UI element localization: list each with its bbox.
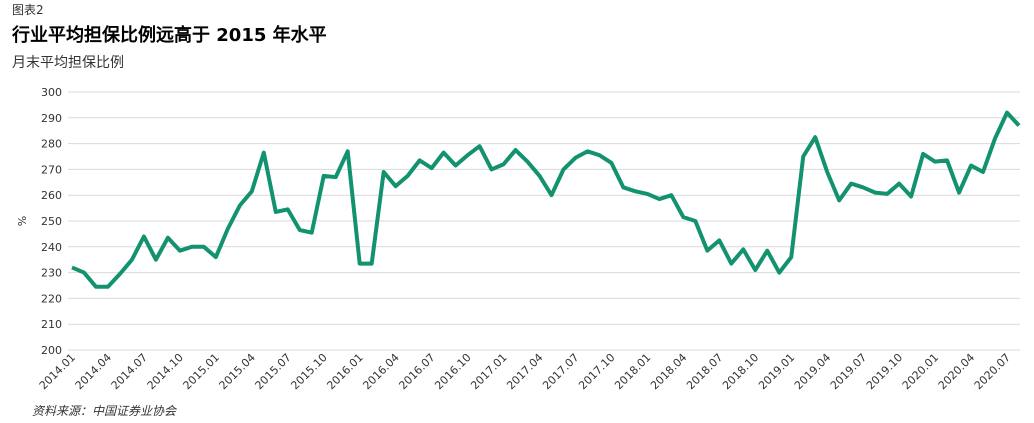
x-tick-label: 2018.07 bbox=[684, 351, 725, 392]
x-tick-label: 2014.04 bbox=[73, 351, 114, 392]
x-tick-label: 2017.04 bbox=[504, 351, 545, 392]
y-tick-label: 220 bbox=[41, 292, 62, 305]
y-tick-label: 240 bbox=[41, 241, 62, 254]
x-tick-label: 2014.07 bbox=[109, 351, 150, 392]
y-tick-label: 230 bbox=[41, 267, 62, 280]
x-tick-label: 2019.01 bbox=[756, 351, 797, 392]
x-tick-label: 2015.01 bbox=[181, 351, 222, 392]
x-tick-label: 2020.07 bbox=[972, 351, 1013, 392]
line bbox=[71, 110, 1021, 289]
chart-subtitle: 月末平均担保比例 bbox=[12, 55, 124, 71]
x-tick-label: 2019.04 bbox=[792, 351, 833, 392]
x-tick-label: 2015.04 bbox=[217, 351, 258, 392]
x-tick-label: 2017.10 bbox=[576, 351, 617, 392]
y-tick-label: 280 bbox=[41, 138, 62, 151]
x-tick-label: 2016.10 bbox=[432, 351, 473, 392]
y-tick-label: 260 bbox=[41, 189, 62, 202]
x-tick-label: 2016.07 bbox=[396, 351, 437, 392]
y-tick-label: 270 bbox=[41, 163, 62, 176]
x-tick-label: 2014.01 bbox=[37, 351, 78, 392]
x-tick-label: 2015.10 bbox=[288, 351, 329, 392]
x-tick-label: 2019.10 bbox=[864, 351, 905, 392]
y-tick-label: 210 bbox=[41, 318, 62, 331]
x-tick-label: 2016.04 bbox=[360, 351, 401, 392]
x-tick-label: 2018.01 bbox=[612, 351, 653, 392]
x-tick-label: 2017.01 bbox=[468, 351, 509, 392]
x-tick-label: 2015.07 bbox=[253, 351, 294, 392]
x-tick-label: 2017.07 bbox=[540, 351, 581, 392]
x-tick-label: 2018.10 bbox=[720, 351, 761, 392]
y-axis-label: % bbox=[16, 216, 29, 226]
chart-title: 行业平均担保比例远高于 2015 年水平 bbox=[11, 24, 327, 46]
x-tick-label: 2019.07 bbox=[828, 351, 869, 392]
x-tick-label: 2020.04 bbox=[936, 351, 977, 392]
x-tick-label: 2016.01 bbox=[324, 351, 365, 392]
x-tick-label: 2018.04 bbox=[648, 351, 689, 392]
y-tick-label: 290 bbox=[41, 112, 62, 125]
y-tick-label: 250 bbox=[41, 215, 62, 228]
chart-label: 图表2 bbox=[12, 3, 44, 17]
y-tick-label: 300 bbox=[41, 86, 62, 99]
source: 资料来源：中国证券业协会 bbox=[32, 404, 178, 418]
x-tick-label: 2014.10 bbox=[145, 351, 186, 392]
y-tick-label: 200 bbox=[41, 344, 62, 357]
x-tick-label: 2020.01 bbox=[900, 351, 941, 392]
